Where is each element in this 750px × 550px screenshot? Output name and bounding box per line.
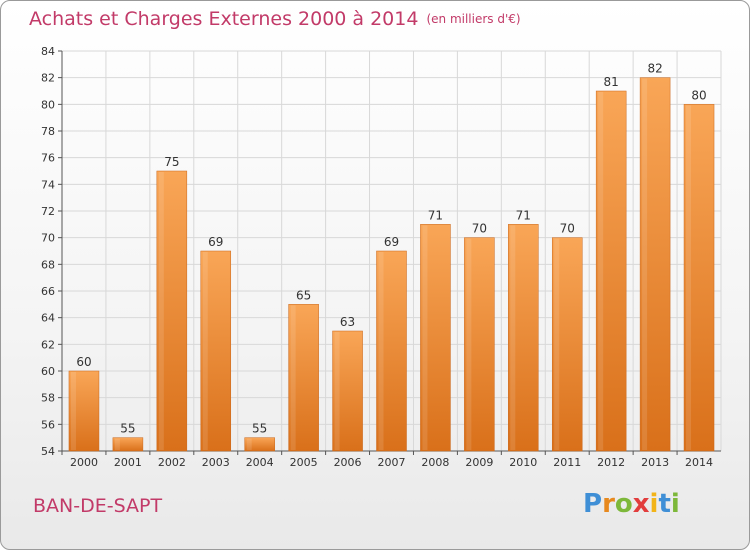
x-tick-label: 2001 — [114, 456, 142, 469]
bar-2012 — [595, 90, 627, 452]
value-labels: 60 55 75 69 55 65 63 69 71 70 71 70 81 82 80 — [76, 62, 706, 436]
bar-highlight — [158, 172, 164, 450]
bar-2004 — [244, 437, 275, 452]
logo-letter: i — [649, 489, 659, 519]
bar-2007 — [376, 250, 407, 452]
data-label: 71 — [428, 208, 443, 222]
bar-2010 — [508, 224, 539, 452]
x-tick-label: 2003 — [202, 456, 230, 469]
data-label: 69 — [384, 235, 399, 249]
logo-letter: x — [632, 489, 650, 519]
y-tick-label: 70 — [41, 232, 55, 245]
bar-highlight — [598, 92, 604, 450]
bar-highlight — [290, 305, 296, 450]
bar-2002 — [156, 170, 188, 452]
bar-highlight — [334, 332, 340, 450]
x-tick-label: 2010 — [509, 456, 537, 469]
x-tick-label: 2002 — [158, 456, 186, 469]
bar-highlight — [422, 225, 428, 450]
data-label: 80 — [691, 88, 706, 102]
x-tick-label: 2011 — [553, 456, 581, 469]
logo-letter: o — [614, 489, 633, 519]
bar-2009 — [464, 237, 495, 452]
y-tick-label: 84 — [41, 45, 55, 58]
bar-highlight — [510, 225, 516, 450]
bar-2003 — [200, 250, 232, 452]
y-tick-label: 78 — [41, 125, 55, 138]
y-tick-label: 80 — [41, 98, 55, 111]
data-label: 60 — [76, 355, 91, 369]
bar-highlight — [246, 438, 252, 450]
bar-highlight — [202, 252, 208, 450]
bar-highlight — [554, 238, 560, 450]
bar-2001 — [112, 437, 144, 452]
logo-letter: r — [602, 489, 615, 519]
y-tick-label: 76 — [41, 152, 55, 165]
bar-2000 — [68, 370, 100, 452]
x-tick-label: 2006 — [334, 456, 362, 469]
bar-highlight — [686, 105, 692, 450]
x-tick-label: 2009 — [465, 456, 493, 469]
y-tick-label: 72 — [41, 205, 55, 218]
bar-highlight — [114, 438, 120, 450]
x-tick-label: 2012 — [597, 456, 625, 469]
data-label: 69 — [208, 235, 223, 249]
bar-2013 — [639, 77, 671, 452]
data-label: 65 — [296, 288, 311, 302]
logo-letter: t — [658, 489, 671, 519]
data-label: 70 — [472, 222, 487, 236]
proxiti-logo: Proxiti — [583, 489, 680, 519]
commune-name: BAN-DE-SAPT — [33, 495, 163, 517]
logo-letter: i — [670, 489, 680, 519]
bar-highlight — [378, 252, 384, 450]
y-tick-label: 58 — [41, 392, 55, 405]
y-tick-label: 56 — [41, 418, 55, 431]
logo-letter: P — [583, 489, 603, 519]
data-label: 75 — [164, 155, 179, 169]
bar-2011 — [551, 237, 583, 452]
y-tick-label: 64 — [41, 312, 55, 325]
chart-unit: (en milliers d'€) — [426, 12, 521, 26]
bars — [68, 77, 715, 452]
bar-2014 — [683, 104, 715, 452]
bar-highlight — [70, 372, 76, 450]
bar-highlight — [642, 78, 648, 451]
data-label: 70 — [560, 222, 575, 236]
chart-title-text: Achats et Charges Externes 2000 à 2014 — [29, 8, 419, 30]
bar-highlight — [466, 238, 472, 450]
y-tick-label: 62 — [41, 338, 55, 351]
data-label: 55 — [120, 422, 135, 436]
y-tick-label: 82 — [41, 72, 55, 85]
y-tick-label: 66 — [41, 285, 55, 298]
data-label: 63 — [340, 315, 355, 329]
bar-2005 — [288, 304, 319, 452]
data-label: 82 — [647, 62, 662, 76]
data-label: 71 — [516, 208, 531, 222]
x-tick-label: 2008 — [421, 456, 449, 469]
x-tick-label: 2014 — [685, 456, 713, 469]
x-tick-label: 2013 — [641, 456, 669, 469]
chart-title: Achats et Charges Externes 2000 à 2014 (e… — [29, 8, 521, 30]
bar-2006 — [332, 330, 363, 452]
x-tick-label: 2000 — [70, 456, 98, 469]
data-label: 55 — [252, 422, 267, 436]
y-tick-label: 74 — [41, 178, 55, 191]
data-label: 81 — [604, 75, 619, 89]
y-tick-label: 60 — [41, 365, 55, 378]
y-tick-label: 54 — [41, 445, 55, 458]
x-tick-label: 2004 — [246, 456, 274, 469]
y-tick-label: 68 — [41, 258, 55, 271]
x-tick-label: 2007 — [378, 456, 406, 469]
x-tick-label: 2005 — [290, 456, 318, 469]
bar-2008 — [420, 224, 451, 452]
